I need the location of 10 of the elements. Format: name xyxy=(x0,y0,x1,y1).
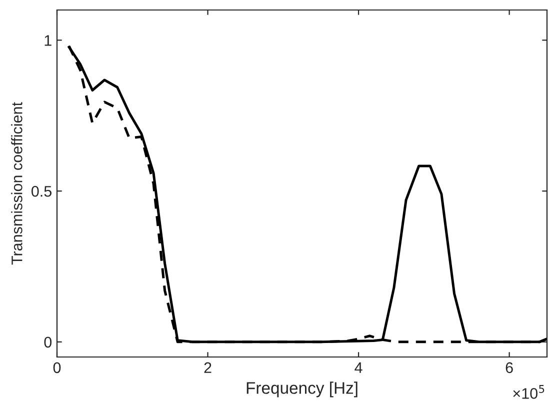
y-tick-label: 1 xyxy=(44,35,52,46)
y-tick-label: 0.5 xyxy=(32,186,52,197)
x-axis-title: Frequency [Hz] xyxy=(246,382,358,398)
x-tick-label: 4 xyxy=(354,362,362,373)
x-tick-label: 2 xyxy=(204,362,212,373)
y-tick-label: 0 xyxy=(44,336,52,348)
x-tick-label: 6 xyxy=(506,362,513,374)
y-axis-title: Transmission coefficient xyxy=(11,102,22,265)
text: ×10$^{5}$ xyxy=(513,385,544,399)
x-tick-label: 0 xyxy=(53,362,61,374)
